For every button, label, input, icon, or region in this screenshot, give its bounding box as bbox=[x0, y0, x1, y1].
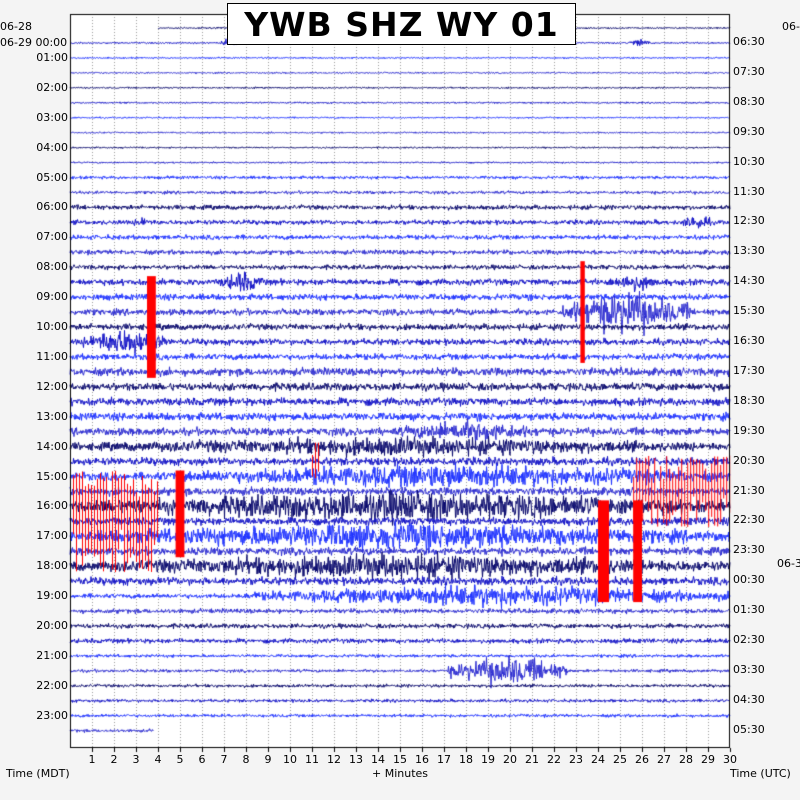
date-label-left-top: 06-28 bbox=[0, 20, 32, 33]
right-hour-label: 23:30 bbox=[733, 543, 765, 557]
right-hour-label: 21:30 bbox=[733, 483, 765, 497]
x-tick-label: 21 bbox=[525, 753, 539, 766]
left-hour-label: 01:00 bbox=[36, 50, 68, 64]
right-hour-label: 20:30 bbox=[733, 453, 765, 467]
right-hour-label: 22:30 bbox=[733, 513, 765, 527]
left-hour-label: 04:00 bbox=[36, 140, 68, 154]
x-tick-label: 15 bbox=[393, 753, 407, 766]
x-tick-label: 25 bbox=[613, 753, 627, 766]
x-tick-label: 29 bbox=[701, 753, 715, 766]
right-hour-label: 08:30 bbox=[733, 94, 765, 108]
right-hour-label: 03:30 bbox=[733, 662, 765, 676]
x-tick-label: 10 bbox=[283, 753, 297, 766]
left-hour-label: 14:00 bbox=[36, 439, 68, 453]
left-hour-label: 06:00 bbox=[36, 200, 68, 214]
x-tick-label: 26 bbox=[635, 753, 649, 766]
right-hour-label: 00:30 bbox=[733, 573, 765, 587]
left-hour-label: 20:00 bbox=[36, 619, 68, 632]
right-hour-label: 02:30 bbox=[733, 633, 765, 646]
x-tick-label: 13 bbox=[349, 753, 363, 766]
left-hour-label: 08:00 bbox=[36, 260, 68, 274]
right-axis-title: Time (UTC) bbox=[730, 767, 791, 780]
x-tick-label: 30 bbox=[723, 753, 737, 766]
x-tick-label: 23 bbox=[569, 753, 583, 766]
left-hour-label: 21:00 bbox=[36, 648, 68, 662]
x-tick-label: 19 bbox=[481, 753, 495, 766]
x-tick-label: 11 bbox=[305, 753, 319, 766]
x-tick-label: 5 bbox=[176, 753, 184, 766]
left-hour-label: 10:00 bbox=[36, 320, 68, 333]
left-hour-label: 09:00 bbox=[36, 290, 68, 304]
bottom-axis-title: + Minutes bbox=[372, 767, 429, 780]
x-tick-label: 24 bbox=[591, 753, 605, 766]
right-hour-label: 07:30 bbox=[733, 64, 765, 78]
right-hour-label: 06:30 bbox=[733, 35, 765, 48]
station-title: YWB SHZ WY 01 bbox=[227, 3, 576, 45]
left-hour-label: 17:00 bbox=[36, 529, 68, 543]
left-hour-label: 11:00 bbox=[36, 349, 68, 363]
x-tick-label: 9 bbox=[264, 753, 272, 766]
left-axis-title: Time (MDT) bbox=[6, 767, 70, 780]
right-hour-label: 09:30 bbox=[733, 124, 765, 138]
right-hour-label: 12:30 bbox=[733, 214, 765, 228]
x-tick-label: 18 bbox=[459, 753, 473, 766]
x-tick-label: 4 bbox=[154, 753, 162, 766]
right-hour-label: 04:30 bbox=[733, 692, 765, 706]
x-tick-label: 14 bbox=[371, 753, 385, 766]
right-hour-label: 11:30 bbox=[733, 184, 765, 198]
x-tick-label: 2 bbox=[110, 753, 118, 766]
left-hour-label: 02:00 bbox=[36, 80, 68, 94]
date-label-right-top: 06-2 bbox=[782, 20, 800, 33]
right-hour-label: 05:30 bbox=[733, 722, 765, 736]
left-hour-label: 07:00 bbox=[36, 230, 68, 244]
right-hour-label: 17:30 bbox=[733, 363, 765, 377]
x-tick-label: 27 bbox=[657, 753, 671, 766]
left-hour-label: 23:00 bbox=[36, 708, 68, 722]
right-hour-label: 18:30 bbox=[733, 393, 765, 407]
x-tick-label: 12 bbox=[327, 753, 341, 766]
x-tick-label: 7 bbox=[220, 753, 228, 766]
left-hour-label: 16:00 bbox=[36, 499, 68, 513]
right-hour-label: 16:30 bbox=[733, 334, 765, 347]
right-hour-label: 14:30 bbox=[733, 274, 765, 288]
left-hour-label: 03:00 bbox=[36, 110, 68, 124]
x-tick-label: 28 bbox=[679, 753, 693, 766]
right-hour-label: 01:30 bbox=[733, 603, 765, 617]
date-label-left-second: 06-29 00:00 bbox=[0, 36, 68, 49]
left-hour-label: 05:00 bbox=[36, 170, 68, 184]
left-hour-label: 13:00 bbox=[36, 409, 68, 423]
left-hour-label: 19:00 bbox=[36, 589, 68, 603]
x-tick-label: 16 bbox=[415, 753, 429, 766]
left-hour-label: 22:00 bbox=[36, 678, 68, 692]
x-tick-label: 8 bbox=[242, 753, 250, 766]
right-hour-label: 10:30 bbox=[733, 154, 765, 168]
right-hour-label: 13:30 bbox=[733, 244, 765, 258]
x-tick-label: 17 bbox=[437, 753, 451, 766]
left-hour-label: 12:00 bbox=[36, 379, 68, 393]
x-tick-label: 1 bbox=[88, 753, 96, 766]
x-tick-label: 3 bbox=[132, 753, 140, 766]
x-tick-label: 6 bbox=[198, 753, 206, 766]
left-hour-label: 15:00 bbox=[36, 469, 68, 483]
right-hour-label: 19:30 bbox=[733, 423, 765, 437]
right-hour-label: 15:30 bbox=[733, 304, 765, 318]
left-hour-label: 18:00 bbox=[36, 559, 68, 573]
date-label-right-mid: 06-3 bbox=[777, 557, 800, 570]
x-tick-label: 22 bbox=[547, 753, 561, 766]
x-tick-label: 20 bbox=[503, 753, 517, 766]
